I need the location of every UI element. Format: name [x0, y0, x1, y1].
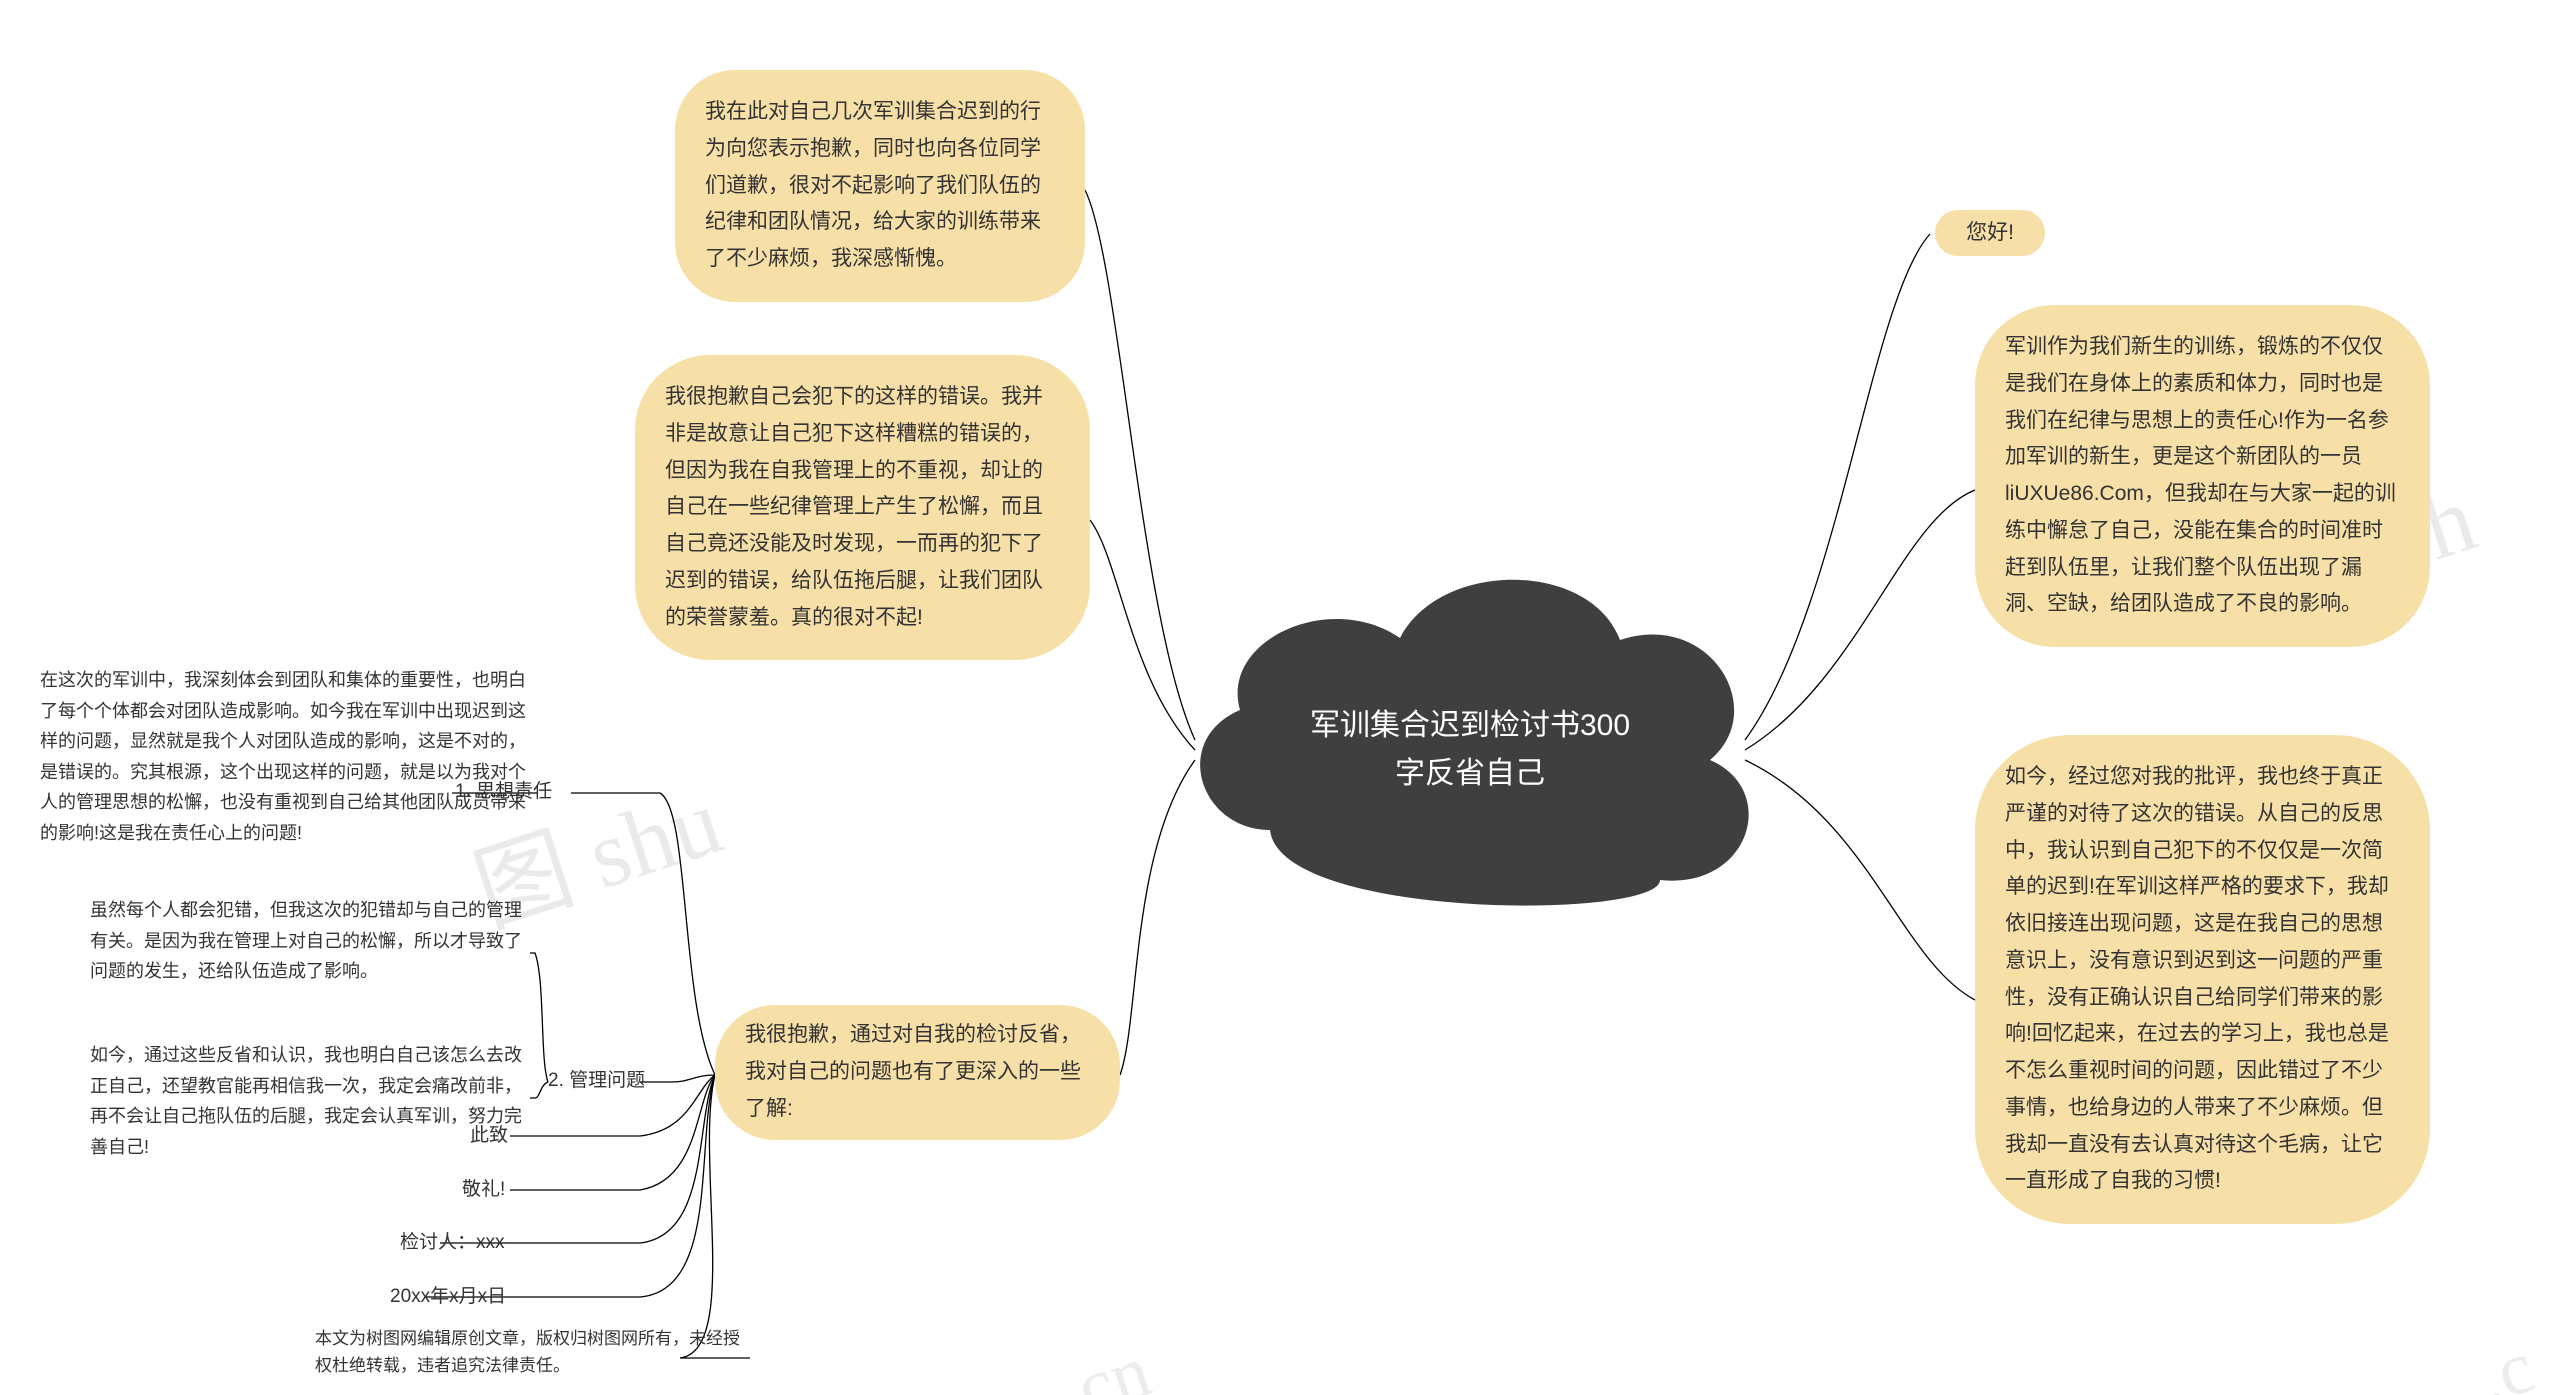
- right-bubble-hello[interactable]: 您好!: [1935, 210, 2045, 256]
- edge-center-left-la: [1085, 190, 1195, 740]
- left-bubble-apology-1[interactable]: 我在此对自己几次军训集合迟到的行为向您表示抱歉，同时也向各位同学们道歉，很对不起…: [675, 70, 1085, 302]
- right-bubble-2[interactable]: 如今，经过您对我的批评，我也终于真正严谨的对待了这次的错误。从自己的反思中，我认…: [1975, 735, 2430, 1224]
- center-title: 军训集合迟到检讨书300字反省自己: [1300, 702, 1640, 798]
- sub2-desc-b: 如今，通过这些反省和认识，我也明白自己该怎么去改正自己，还望教官能再相信我一次，…: [90, 1040, 530, 1162]
- watermark: .cn: [1049, 1328, 1161, 1395]
- watermark: .c: [2468, 1324, 2544, 1395]
- right-bubble-1[interactable]: 军训作为我们新生的训练，锻炼的不仅仅是我们在身体上的素质和体力，同时也是我们在纪…: [1975, 305, 2430, 647]
- edge-sub2-d2b: [530, 1082, 548, 1098]
- mindmap-canvas: 图 shu 图 sh .cn .c 军训集合迟到检讨书300字反省自己 我在此对…: [0, 0, 2560, 1395]
- footer-copyright: 本文为树图网编辑原创文章，版权归树图网所有，未经授权杜绝转载，违者追究法律责任。: [315, 1325, 745, 1379]
- sub2-desc-a: 虽然每个人都会犯错，但我这次的犯错却与自己的管理有关。是因为我在管理上对自己的松…: [90, 895, 530, 987]
- edge-sub2-d2a: [530, 953, 548, 1082]
- sign-name: 检讨人：xxx: [400, 1227, 505, 1259]
- center-node[interactable]: 军训集合迟到检讨书300字反省自己: [1190, 570, 1750, 930]
- left-bubble-apology-2[interactable]: 我很抱歉自己会犯下的这样的错误。我并非是故意让自己犯下这样糟糕的错误的，但因为我…: [635, 355, 1090, 660]
- edge-center-left-lc: [1120, 760, 1195, 1075]
- sign-jingli: 敬礼!: [462, 1174, 505, 1206]
- edge-lc-sub1: [571, 793, 715, 1075]
- sign-cizhi: 此致: [470, 1120, 508, 1152]
- edge-center-left-lb: [1090, 520, 1195, 750]
- sign-date: 20xx年x月x日: [390, 1281, 506, 1313]
- sub2-label[interactable]: 2. 管理问题: [548, 1065, 645, 1097]
- edge-center-right-r2: [1745, 760, 1975, 1000]
- edge-center-right-hi: [1745, 234, 1930, 740]
- left-bubble-intro[interactable]: 我很抱歉，通过对自我的检讨反省，我对自己的问题也有了更深入的一些了解:: [715, 1005, 1120, 1140]
- edge-lc-sub2: [640, 1075, 715, 1082]
- sub1-desc: 在这次的军训中，我深刻体会到团队和集体的重要性，也明白了每个个体都会对团队造成影…: [40, 665, 530, 849]
- edge-center-right-r1: [1745, 490, 1975, 750]
